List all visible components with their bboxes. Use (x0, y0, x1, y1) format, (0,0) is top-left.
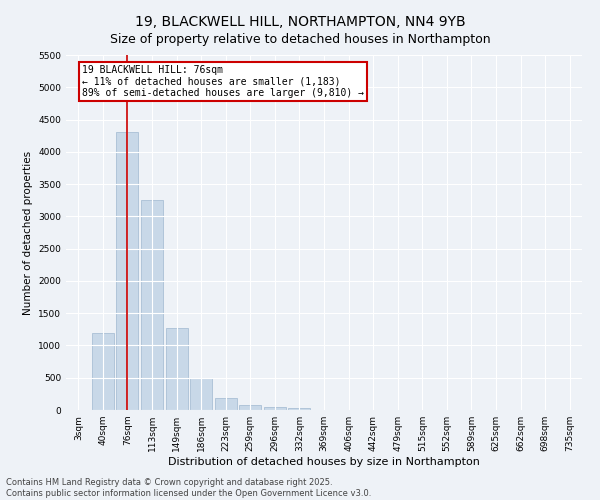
Y-axis label: Number of detached properties: Number of detached properties (23, 150, 32, 314)
Bar (215, 398, 237, 410)
Text: 19, BLACKWELL HILL, NORTHAMPTON, NN4 9YB: 19, BLACKWELL HILL, NORTHAMPTON, NN4 9YB (134, 15, 466, 29)
Text: Contains HM Land Registry data © Crown copyright and database right 2025.
Contai: Contains HM Land Registry data © Crown c… (6, 478, 371, 498)
Text: 19 BLACKWELL HILL: 76sqm
← 11% of detached houses are smaller (1,183)
89% of sem: 19 BLACKWELL HILL: 76sqm ← 11% of detach… (82, 64, 364, 98)
Bar (190, 378, 212, 410)
Bar (116, 132, 139, 410)
Bar (264, 407, 286, 410)
X-axis label: Distribution of detached houses by size in Northampton: Distribution of detached houses by size … (168, 457, 480, 467)
Bar (141, 200, 163, 410)
Bar (92, 332, 114, 410)
Text: Size of property relative to detached houses in Northampton: Size of property relative to detached ho… (110, 32, 490, 46)
Bar (239, 404, 262, 410)
Bar (289, 408, 310, 410)
Bar (166, 328, 188, 410)
